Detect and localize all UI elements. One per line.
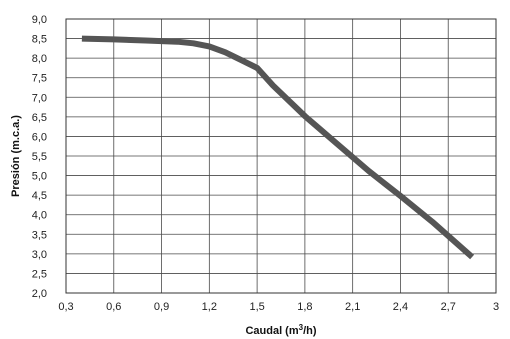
- y-tick-label: 2,0: [32, 288, 47, 300]
- x-tick-label: 0,3: [58, 301, 73, 313]
- y-tick-label: 9,0: [32, 14, 47, 26]
- x-axis-title-main: Caudal (m: [245, 325, 298, 337]
- x-tick-label: 2,7: [441, 301, 456, 313]
- x-tick-label: 1,8: [297, 301, 312, 313]
- y-axis-ticks: 2,0 2,5 3,0 3,5 4,0 4,5 5,0 5,5 6,0 6,5 7,0 7,5 8,0 8…: [32, 14, 47, 300]
- y-tick-label: 6,0: [32, 131, 47, 143]
- y-tick-label: 7,0: [32, 92, 47, 104]
- y-tick-label: 5,5: [32, 151, 47, 163]
- y-tick-label: 4,0: [32, 210, 47, 222]
- y-tick-label: 6,5: [32, 112, 47, 124]
- y-tick-label: 8,0: [32, 53, 47, 65]
- x-axis-ticks: 0,3 0,6 0,9 1,2 1,5 1,8 2,1 2,4 2,7 3: [58, 301, 499, 313]
- x-tick-label: 1,2: [202, 301, 217, 313]
- series-line: [81, 35, 475, 260]
- x-tick-label: 0,9: [154, 301, 169, 313]
- x-axis-title: Caudal (m3/h): [245, 323, 316, 337]
- grid: [65, 18, 497, 294]
- y-tick-label: 5,0: [32, 171, 47, 183]
- plot-area-frame: [65, 18, 497, 294]
- y-tick-label: 3,5: [32, 229, 47, 241]
- y-axis-title: Presión (m.c.a.): [10, 115, 22, 197]
- x-axis-title-end: /h): [303, 325, 317, 337]
- x-tick-label: 3: [493, 301, 499, 313]
- y-tick-label: 7,5: [32, 73, 47, 85]
- y-tick-label: 4,5: [32, 190, 47, 202]
- y-tick-label: 2,5: [32, 268, 47, 280]
- x-tick-label: 1,5: [249, 301, 264, 313]
- x-tick-label: 2,1: [345, 301, 360, 313]
- x-tick-label: 2,4: [393, 301, 408, 313]
- x-tick-label: 0,6: [106, 301, 121, 313]
- x-axis-title-sup: 3: [299, 323, 304, 332]
- y-tick-label: 3,0: [32, 249, 47, 261]
- series-layer: [81, 35, 475, 260]
- y-tick-label: 8,5: [32, 34, 47, 46]
